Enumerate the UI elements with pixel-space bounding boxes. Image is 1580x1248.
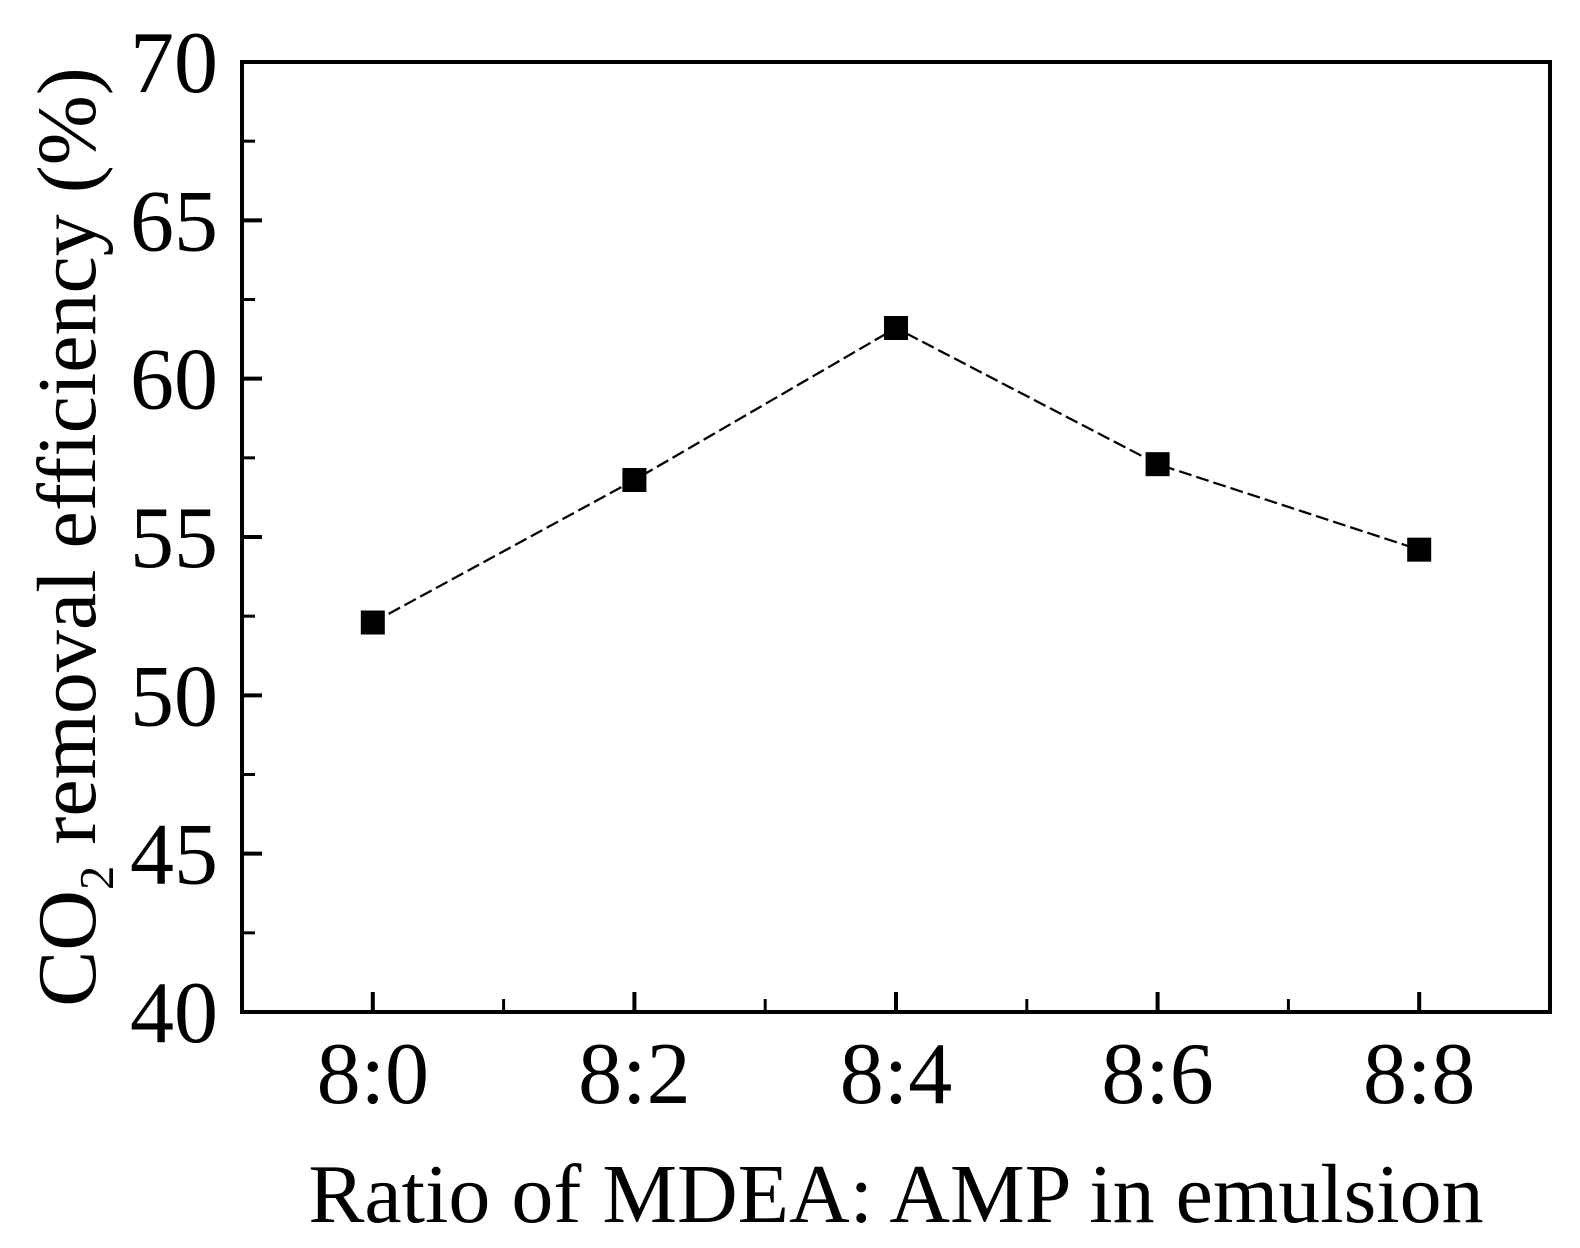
x-tick-label: 8:2 [578, 1026, 690, 1123]
y-tick-label: 50 [130, 648, 218, 745]
data-point-marker [622, 468, 647, 492]
data-point-marker [1407, 537, 1432, 562]
x-tick-label: 8:6 [1101, 1026, 1213, 1123]
plot-frame [240, 60, 1552, 1014]
x-axis-title: Ratio of MDEA: AMP in emulsion [308, 1148, 1483, 1241]
data-point-marker [884, 316, 908, 340]
y-tick-label: 65 [130, 173, 218, 270]
x-tick-label: 8:0 [317, 1026, 429, 1123]
y-axis-title-subscript: 2 [70, 866, 124, 890]
x-tick-label: 8:8 [1363, 1026, 1475, 1123]
y-tick-label: 40 [130, 965, 218, 1062]
data-point-marker [360, 610, 385, 635]
x-tick-label: 8:4 [840, 1026, 952, 1123]
y-tick-label: 70 [130, 15, 218, 112]
plot-area: 40 45 50 55 60 65 70 8:0 8:2 8:4 8:6 8:8 [130, 15, 1552, 1123]
y-axis-title: CO2 removal efficiency (%) [21, 67, 124, 1006]
data-point-marker [1145, 452, 1170, 477]
y-tick-label: 45 [130, 807, 218, 904]
data-line [372, 326, 1420, 624]
y-tick-label: 60 [130, 332, 218, 429]
y-tick-label: 55 [130, 490, 218, 587]
